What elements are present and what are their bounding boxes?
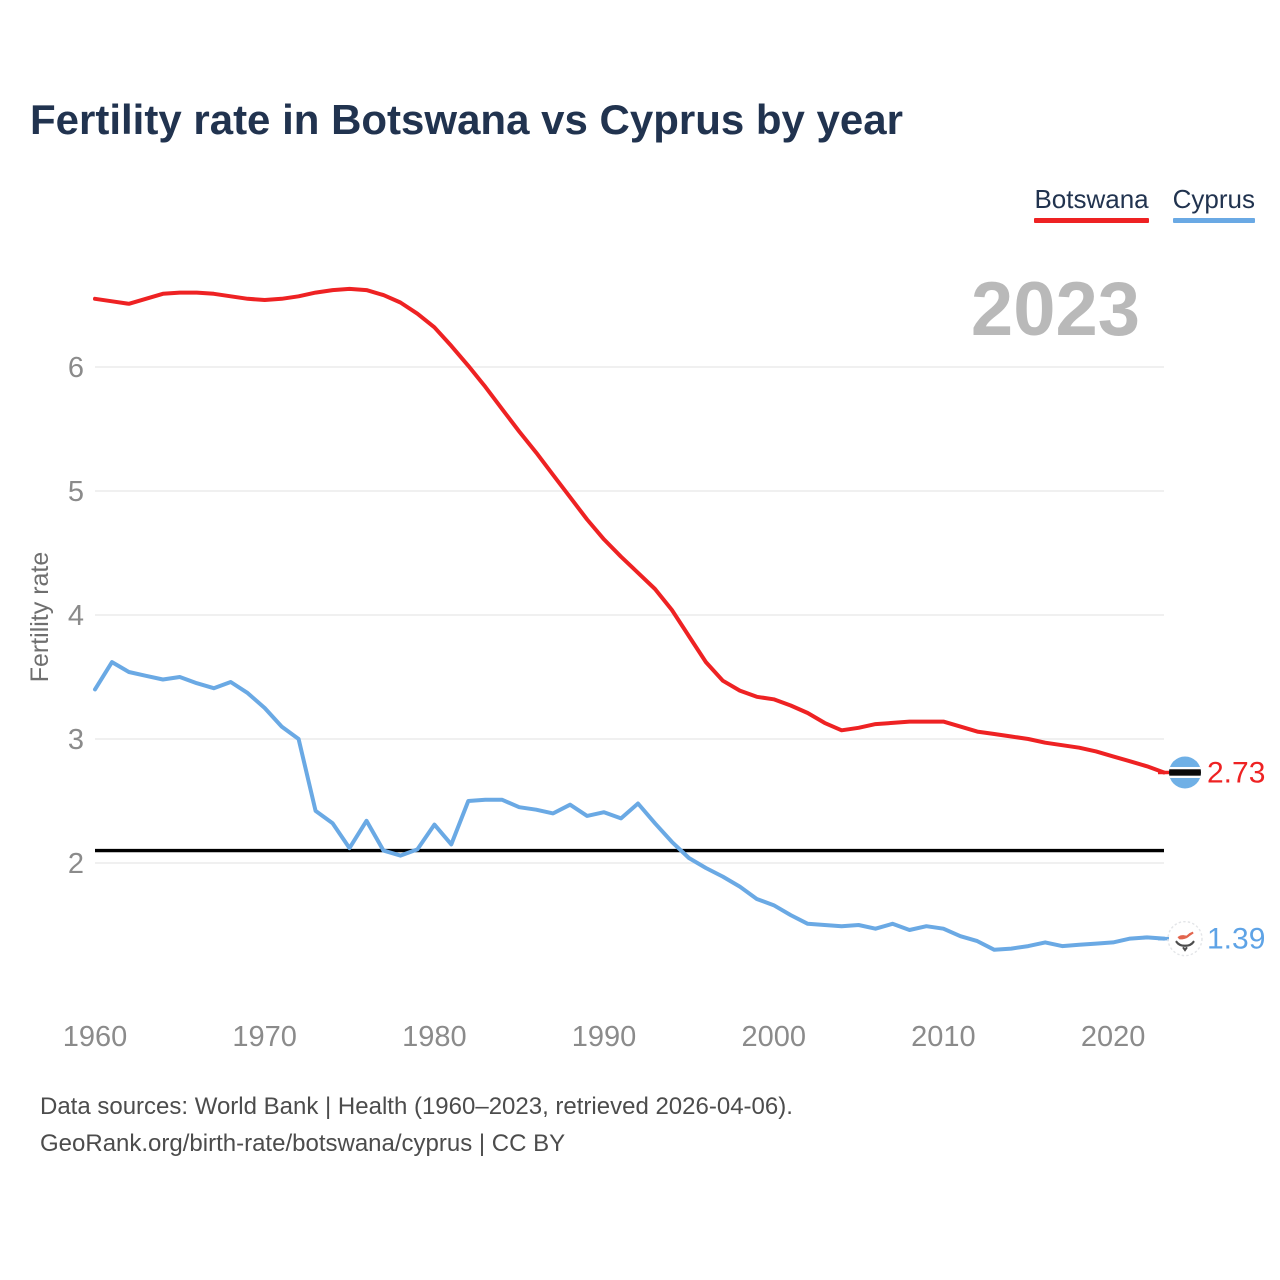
legend-label-cyprus: Cyprus: [1172, 184, 1255, 214]
x-tick-2020: 2020: [1081, 1021, 1146, 1053]
y-tick-3: 3: [68, 724, 84, 756]
legend-item-cyprus[interactable]: Cyprus: [1172, 184, 1255, 223]
y-tick-2: 2: [68, 848, 84, 880]
legend-item-botswana[interactable]: Botswana: [1034, 184, 1149, 223]
y-tick-5: 5: [68, 476, 84, 508]
axis-ticks: 6 5 4 3 2 1960 1970 1980 1990 2000 2010 2020: [63, 352, 1146, 1053]
cyprus-end-value: 1.39: [1207, 923, 1265, 956]
gridlines: [95, 366, 1164, 864]
botswana-end-marker: 2.73: [1158, 756, 1265, 789]
watermark-year: 2023: [970, 267, 1140, 352]
page-title: Fertility rate in Botswana vs Cyprus by …: [30, 96, 903, 143]
x-tick-1990: 1990: [572, 1021, 637, 1053]
y-axis-title: Fertility rate: [26, 552, 54, 683]
legend-label-botswana: Botswana: [1034, 184, 1149, 214]
cyprus-flag-icon: [1167, 920, 1203, 957]
y-tick-6: 6: [68, 352, 84, 384]
botswana-end-value: 2.73: [1207, 756, 1265, 789]
cyprus-end-marker: 1.39: [1158, 920, 1265, 957]
x-tick-2010: 2010: [911, 1021, 976, 1053]
botswana-line: [93, 286, 1166, 775]
legend-swatch-botswana: [1034, 218, 1149, 223]
x-tick-1970: 1970: [232, 1021, 297, 1053]
legend-swatch-cyprus: [1172, 218, 1255, 223]
y-tick-4: 4: [68, 600, 84, 632]
x-tick-1980: 1980: [402, 1021, 467, 1053]
footer-attribution-line: GeoRank.org/birth-rate/botswana/cyprus |…: [40, 1130, 566, 1157]
series-lines: [93, 286, 1166, 952]
botswana-flag-icon: [1169, 756, 1201, 789]
footer-source-line: Data sources: World Bank | Health (1960–…: [40, 1093, 793, 1120]
legend: Botswana Cyprus: [1034, 184, 1255, 223]
x-tick-2000: 2000: [741, 1021, 806, 1053]
cyprus-line: [93, 660, 1166, 952]
footer: Data sources: World Bank | Health (1960–…: [40, 1088, 793, 1162]
x-tick-1960: 1960: [63, 1021, 128, 1053]
